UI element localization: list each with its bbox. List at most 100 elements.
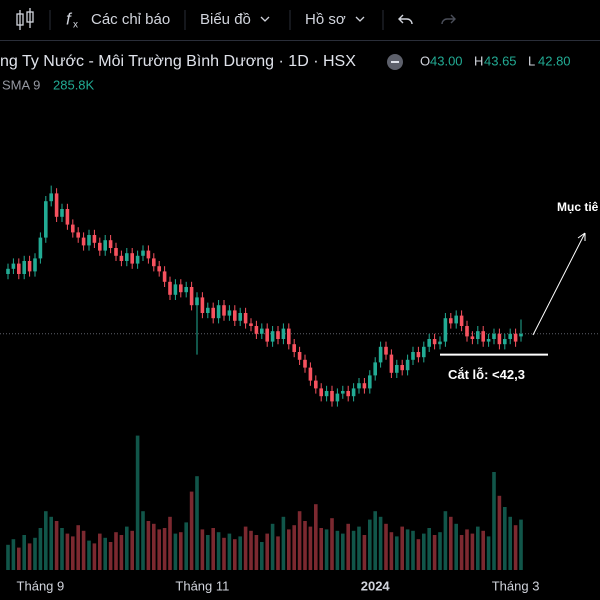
undo-button[interactable] xyxy=(398,14,413,25)
volume-bar xyxy=(508,516,512,570)
candle-body xyxy=(254,326,259,334)
volume-bar xyxy=(243,526,248,570)
volume-bar xyxy=(103,537,107,570)
candle-body xyxy=(503,339,507,345)
candle-body xyxy=(17,263,21,274)
volume-bar xyxy=(33,537,37,570)
candle-body xyxy=(287,328,291,345)
candle-body xyxy=(168,281,172,295)
candle-body xyxy=(281,328,286,339)
symbol-title: ng Ty Nước - Môi Trường Bình Dương · 1D … xyxy=(0,53,356,70)
chevron[interactable] xyxy=(260,16,270,22)
candle-body xyxy=(103,240,107,251)
volume-bar xyxy=(459,535,464,570)
volume-bar xyxy=(49,516,53,570)
volume-bar xyxy=(297,511,302,570)
candle-body xyxy=(238,313,242,321)
ohlc-key: L xyxy=(528,53,535,68)
ohlc-key: H xyxy=(474,53,483,68)
volume-bar xyxy=(114,532,118,570)
profile-button[interactable]: Hồ sơ xyxy=(305,11,346,28)
volume-bar xyxy=(351,530,356,570)
candle-body xyxy=(416,352,421,358)
ohlc-value: 43.00 xyxy=(430,53,463,68)
candle-body xyxy=(146,250,151,259)
candle-body xyxy=(346,391,350,397)
candle-body xyxy=(141,250,145,256)
volume-bar xyxy=(71,536,75,570)
volume-bar xyxy=(135,435,140,570)
volume-bar xyxy=(27,543,32,570)
volume-bar xyxy=(108,542,113,570)
volume-bar xyxy=(130,530,134,570)
candle-body xyxy=(405,359,410,371)
candle-body xyxy=(76,232,80,238)
volume-bar xyxy=(87,540,91,570)
candle-body xyxy=(65,209,70,225)
candle-body xyxy=(179,284,183,293)
volume-bar xyxy=(211,528,215,570)
ohlc-key: O xyxy=(420,53,430,68)
volume-bar xyxy=(162,528,167,570)
candle-body xyxy=(400,365,404,371)
volume-bar xyxy=(492,472,496,570)
candle-body xyxy=(249,323,253,326)
volume-legend: SMA 9 xyxy=(2,77,40,92)
volume-bar xyxy=(65,533,70,570)
fx-icon[interactable]: x xyxy=(73,20,78,31)
candle-body xyxy=(319,388,323,397)
candle-body xyxy=(71,224,75,233)
volume-bar xyxy=(44,511,48,570)
volume-bar xyxy=(60,528,64,570)
chart-button[interactable]: Biểu đồ xyxy=(200,11,251,28)
volume-bar xyxy=(260,542,264,570)
candle-icon[interactable] xyxy=(16,8,34,30)
candle-body xyxy=(216,305,221,319)
redo-button[interactable] xyxy=(441,14,456,25)
x-tick-label: Tháng 9 xyxy=(17,578,65,593)
candle-body xyxy=(486,339,491,342)
candle-body xyxy=(200,297,205,313)
candle-body xyxy=(211,307,215,319)
candle-body xyxy=(60,209,64,217)
volume-bar xyxy=(119,535,124,570)
target-label: Mục tiê xyxy=(557,200,599,214)
volume-bar xyxy=(6,544,10,570)
volume-bar xyxy=(54,521,59,570)
volume-bar xyxy=(179,532,183,570)
candle-body xyxy=(276,331,280,339)
candle-body xyxy=(368,375,372,389)
candle-body xyxy=(351,388,356,397)
volume-bar xyxy=(152,523,156,570)
volume-bar xyxy=(519,519,523,570)
fx-icon[interactable]: f xyxy=(66,9,73,28)
volume-bar xyxy=(476,526,480,570)
candle-body xyxy=(443,318,448,342)
candle-body xyxy=(222,305,226,316)
volume-bar xyxy=(454,523,458,570)
volume-bar xyxy=(200,529,205,570)
chevron[interactable] xyxy=(355,16,365,22)
volume-bar xyxy=(422,533,426,570)
candle-body xyxy=(465,326,469,337)
toolbar: f x Các chỉ báo Biểu đồ Hồ sơ xyxy=(0,8,600,41)
candle-body xyxy=(357,383,361,389)
volume-bar xyxy=(157,529,161,570)
candle-body xyxy=(152,258,156,267)
volume-bar xyxy=(405,529,410,570)
volume-bar xyxy=(389,532,394,570)
candle-body xyxy=(157,266,161,272)
indicators-button[interactable]: Các chỉ báo xyxy=(91,11,170,28)
candle-body xyxy=(49,193,53,202)
candle-body xyxy=(492,333,496,339)
volume-bar xyxy=(270,523,275,570)
candle-body xyxy=(459,315,464,326)
candle-body xyxy=(519,333,523,337)
candle-body xyxy=(130,253,134,264)
candle-body xyxy=(292,344,296,352)
volume-bar xyxy=(432,535,437,570)
volume-bar xyxy=(319,528,323,570)
volume-bar xyxy=(98,533,102,570)
candle-body xyxy=(173,284,178,295)
x-tick-label: Tháng 11 xyxy=(175,578,229,593)
